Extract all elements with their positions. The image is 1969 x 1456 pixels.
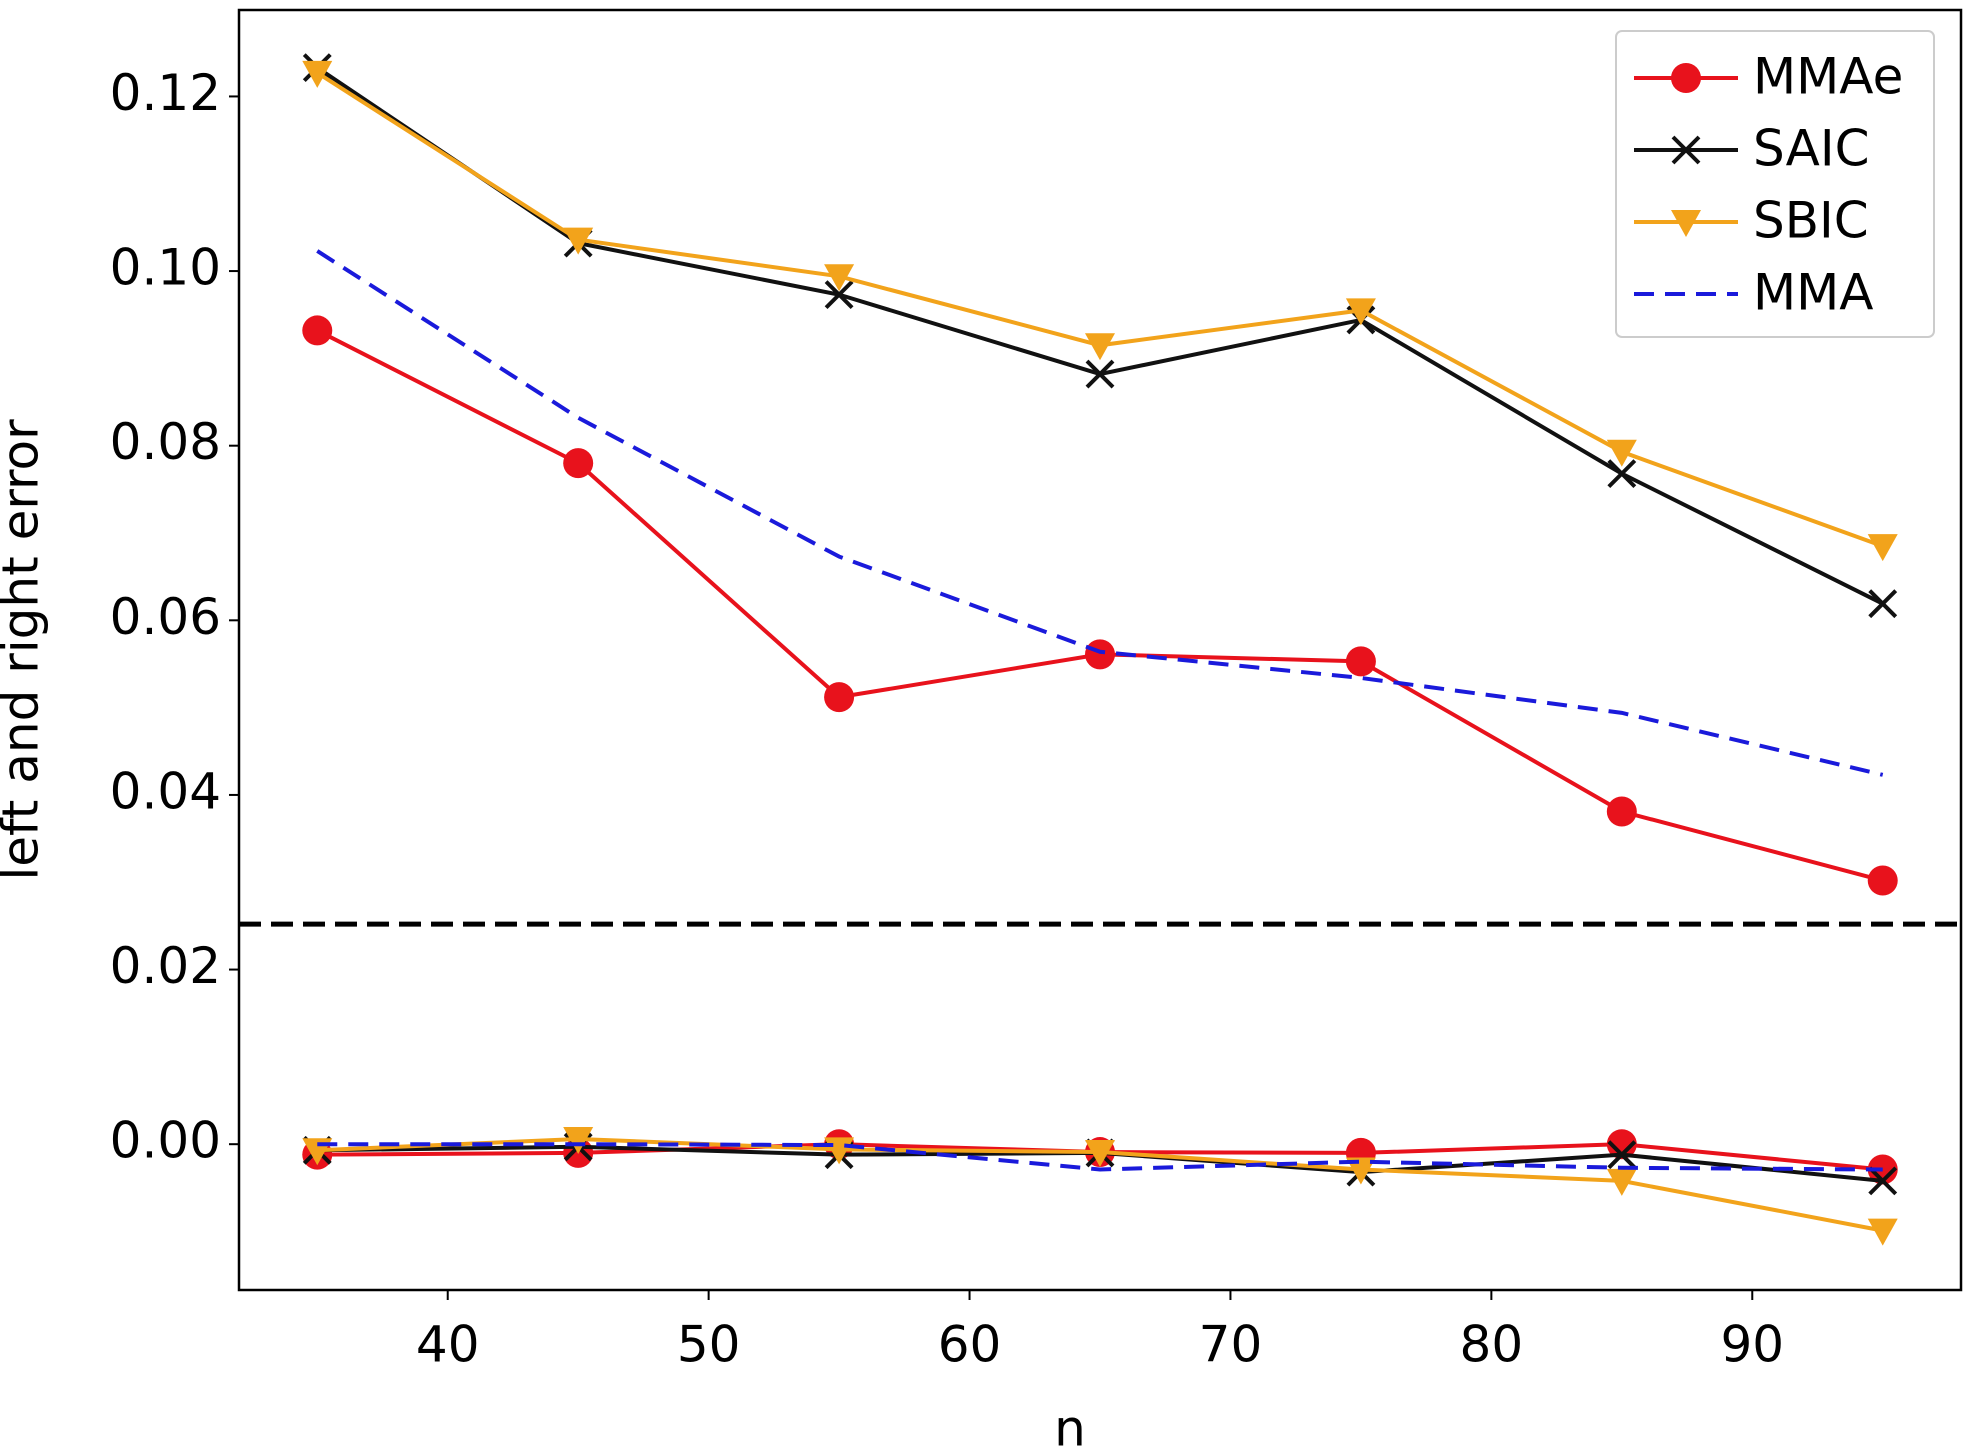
marker xyxy=(563,448,594,479)
marker xyxy=(824,682,855,713)
y-axis-label: left and right error xyxy=(0,419,50,881)
marker xyxy=(1606,796,1637,827)
marker xyxy=(1868,1166,1898,1196)
legend-label: SBIC xyxy=(1753,192,1869,250)
marker xyxy=(1606,1129,1637,1160)
marker xyxy=(1345,298,1376,326)
marker xyxy=(302,60,333,88)
x-axis-label: n xyxy=(1054,1400,1086,1456)
marker xyxy=(563,227,594,255)
series-line xyxy=(317,1142,1883,1172)
x-tick-label: 40 xyxy=(416,1316,480,1374)
y-tick-label: 0.04 xyxy=(110,762,221,820)
x-tick-label: 90 xyxy=(1720,1316,1784,1374)
marker xyxy=(824,264,855,292)
marker xyxy=(302,315,333,346)
y-tick-label: 0.08 xyxy=(110,413,221,471)
series-line xyxy=(316,249,1884,777)
plot-frame xyxy=(237,8,1963,1292)
marker xyxy=(1606,439,1637,467)
marker xyxy=(1085,1140,1115,1168)
marker xyxy=(1867,865,1898,896)
y-tick-label: 0.12 xyxy=(110,64,221,122)
legend-box xyxy=(1615,30,1935,338)
legend-label: SAIC xyxy=(1753,120,1870,178)
marker xyxy=(1345,646,1376,677)
marker xyxy=(1607,459,1637,489)
marker xyxy=(1607,1140,1637,1170)
legend-label: MMA xyxy=(1753,264,1873,322)
marker xyxy=(1867,1218,1898,1246)
marker xyxy=(1085,333,1115,361)
y-tick-label: 0.00 xyxy=(110,1112,221,1170)
legend-marker xyxy=(1671,210,1701,237)
marker xyxy=(1606,1168,1637,1196)
marker xyxy=(1868,589,1898,619)
legend-label: MMAe xyxy=(1753,48,1903,106)
marker xyxy=(1345,1157,1376,1185)
series-line xyxy=(316,328,1884,883)
x-tick-label: 70 xyxy=(1199,1316,1263,1374)
marker xyxy=(1085,639,1115,670)
legend-marker xyxy=(1671,63,1701,93)
x-tick-label: 50 xyxy=(677,1316,741,1374)
marker xyxy=(824,280,854,310)
y-tick-label: 0.06 xyxy=(110,588,221,646)
x-tick-label: 60 xyxy=(938,1316,1002,1374)
legend-marker xyxy=(1671,135,1701,165)
marker xyxy=(563,1126,594,1154)
y-tick-label: 0.02 xyxy=(110,937,221,995)
marker xyxy=(1085,359,1115,389)
marker xyxy=(1867,534,1898,562)
y-tick-label: 0.10 xyxy=(110,239,221,297)
x-tick-label: 80 xyxy=(1460,1316,1524,1374)
